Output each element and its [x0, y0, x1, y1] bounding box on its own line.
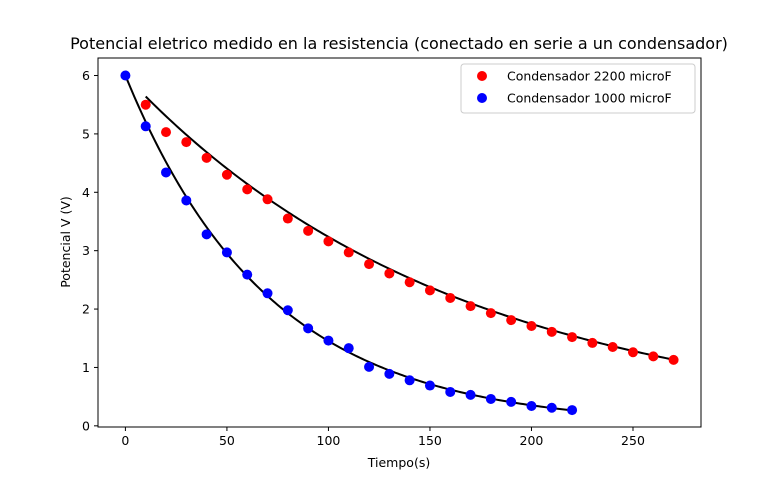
x-tick-label: 50	[219, 433, 235, 448]
data-point-series-1	[465, 389, 476, 400]
data-point-series-0	[567, 332, 578, 343]
data-point-series-1	[485, 393, 496, 404]
legend-label-2200: Condensador 2200 microF	[507, 69, 672, 84]
legend-label-1000: Condensador 1000 microF	[507, 91, 672, 106]
y-tick-label: 0	[82, 418, 90, 433]
data-point-series-1	[181, 195, 192, 206]
legend-marker-1000	[477, 93, 487, 103]
data-point-series-0	[181, 137, 192, 148]
data-point-series-0	[384, 268, 395, 279]
data-point-series-1	[567, 405, 578, 416]
data-point-series-0	[648, 351, 659, 362]
data-point-series-0	[161, 127, 172, 138]
data-point-series-1	[384, 368, 395, 379]
data-point-series-1	[140, 121, 151, 132]
y-axis-ticks: 0 1 2 3 4 5 6	[82, 68, 98, 433]
data-point-series-0	[221, 169, 232, 180]
data-point-series-1	[343, 343, 354, 354]
data-point-series-0	[303, 225, 314, 236]
data-point-series-1	[445, 386, 456, 397]
axes-frame	[97, 57, 702, 428]
data-points	[120, 70, 679, 416]
data-point-series-1	[120, 70, 131, 81]
data-point-series-1	[526, 400, 537, 411]
data-point-series-1	[364, 361, 375, 372]
data-point-series-1	[404, 375, 415, 386]
data-point-series-0	[546, 326, 557, 337]
data-point-series-0	[404, 277, 415, 288]
y-tick-label: 5	[82, 126, 90, 141]
data-point-series-1	[161, 167, 172, 178]
data-point-series-0	[485, 308, 496, 319]
x-axis-label: Tiempo(s)	[367, 455, 430, 470]
data-point-series-1	[303, 323, 314, 334]
x-tick-label: 200	[520, 433, 544, 448]
data-point-series-0	[465, 301, 476, 312]
y-tick-label: 1	[82, 360, 90, 375]
data-point-series-1	[506, 396, 517, 407]
data-point-series-0	[323, 236, 334, 247]
data-point-series-0	[607, 342, 618, 353]
data-point-series-0	[262, 194, 273, 205]
x-tick-label: 250	[621, 433, 645, 448]
chart-title: Potencial eletrico medido en la resisten…	[70, 34, 728, 53]
data-point-series-0	[526, 320, 537, 331]
data-point-series-0	[668, 354, 679, 365]
data-point-series-0	[282, 213, 293, 224]
x-axis-ticks: 0 50 100 150 200 250	[121, 427, 645, 448]
data-point-series-1	[424, 380, 435, 391]
x-tick-label: 0	[121, 433, 129, 448]
data-point-series-1	[282, 305, 293, 316]
data-point-series-1	[242, 269, 253, 280]
data-point-series-1	[546, 402, 557, 413]
plot-area	[97, 57, 702, 428]
y-tick-label: 6	[82, 68, 90, 83]
data-point-series-0	[445, 292, 456, 303]
y-tick-label: 3	[82, 243, 90, 258]
data-point-series-0	[587, 337, 598, 348]
y-tick-label: 4	[82, 185, 90, 200]
x-tick-label: 150	[418, 433, 442, 448]
data-point-series-0	[140, 99, 151, 110]
data-point-series-1	[262, 288, 273, 299]
x-tick-label: 100	[317, 433, 341, 448]
data-point-series-1	[201, 229, 212, 240]
data-point-series-1	[323, 335, 334, 346]
data-point-series-0	[627, 347, 638, 358]
y-tick-label: 2	[82, 302, 90, 317]
data-point-series-0	[201, 152, 212, 163]
data-point-series-0	[242, 184, 253, 195]
data-point-series-0	[506, 315, 517, 326]
data-point-series-0	[343, 247, 354, 258]
y-axis-label: Potencial V (V)	[58, 196, 73, 288]
legend: Condensador 2200 microF Condensador 1000…	[460, 63, 696, 114]
data-point-series-0	[364, 259, 375, 270]
data-point-series-0	[424, 285, 435, 296]
data-point-series-1	[221, 247, 232, 258]
legend-box	[460, 63, 696, 114]
legend-marker-2200	[477, 71, 487, 81]
